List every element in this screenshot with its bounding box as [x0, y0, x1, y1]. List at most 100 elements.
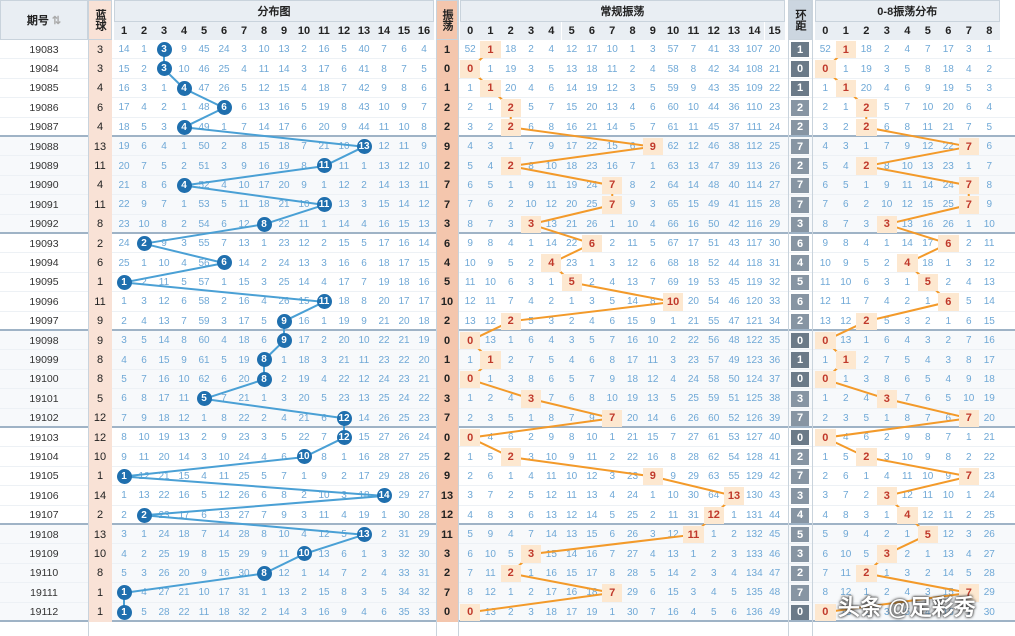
- reg-count: 49: [769, 606, 781, 618]
- reg-hit: 1: [480, 351, 501, 369]
- d08-count: 21: [983, 432, 995, 444]
- blue-ball-value: 12: [88, 408, 112, 428]
- reg-hit: 0: [460, 370, 481, 389]
- sort-arrows-icon[interactable]: ⇅: [51, 14, 62, 27]
- issue-number: 19083: [29, 43, 59, 56]
- blue-ball-value: 10: [88, 447, 112, 467]
- issue-number: 19092: [29, 218, 59, 231]
- issue-number: 19101: [29, 392, 59, 405]
- reg-hit: 11: [683, 526, 704, 544]
- reg-count: 122: [745, 335, 763, 347]
- miss-count: 45: [198, 44, 210, 56]
- issue-number: 19102: [29, 412, 59, 425]
- d08-col-4: 4: [897, 22, 918, 40]
- d08-col-3: 3: [876, 22, 897, 40]
- reg-count: 27: [769, 179, 781, 191]
- reg-col-14: 14: [744, 22, 765, 40]
- issue-number: 19091: [29, 198, 59, 211]
- blue-ball-value: 14: [88, 486, 112, 506]
- issue-number: 19100: [29, 373, 59, 386]
- blue-ball-value: 13: [88, 137, 112, 157]
- reg-col-12: 12: [703, 22, 724, 40]
- ring-distance-value: 6: [791, 294, 809, 310]
- reg-count: 108: [745, 63, 763, 75]
- reg-hit: 0: [460, 332, 481, 350]
- miss-count: 21: [398, 335, 410, 347]
- miss-count: 17: [398, 296, 410, 308]
- amplitude-value: 0: [436, 428, 458, 448]
- reg-count: 40: [769, 432, 781, 444]
- reg-hit: 12: [703, 506, 724, 524]
- reg-hit: 2: [500, 312, 521, 330]
- ring-distance-value: 2: [791, 565, 809, 582]
- amplitude-value: 7: [436, 175, 458, 196]
- amplitude-value: 1: [436, 350, 458, 370]
- blue-ball-marker: 8: [256, 352, 272, 368]
- ring-distance-value: 0: [791, 430, 809, 446]
- reg-count: 37: [769, 373, 781, 385]
- blue-ball-marker: 3: [156, 42, 172, 57]
- reg-hit: 7: [602, 409, 623, 427]
- blue-ball-value: 8: [88, 563, 112, 584]
- reg-count: 115: [746, 199, 763, 211]
- d08-hit: 0: [815, 60, 836, 78]
- issue-header[interactable]: 期号 ⇅: [0, 0, 88, 40]
- reg-hit: 9: [642, 467, 663, 486]
- reg-count: 118: [746, 257, 763, 269]
- d08-hit: 5: [917, 526, 938, 544]
- column-divider: [788, 0, 789, 636]
- d08-hit: 1: [835, 41, 856, 59]
- miss-count: 34: [398, 587, 410, 599]
- amplitude-value: 13: [436, 486, 458, 506]
- blue-ball-value: 1: [88, 602, 112, 622]
- reg-count: 23: [769, 102, 781, 114]
- reg-hit: 3: [520, 215, 542, 233]
- ring-distance-value: 0: [791, 61, 809, 77]
- miss-count: 16: [398, 238, 410, 250]
- blue-ball-value: 11: [88, 195, 112, 215]
- d08-hit: 6: [938, 293, 959, 311]
- d08-count: 1: [986, 44, 993, 56]
- amplitude-value: 12: [436, 505, 458, 525]
- issue-number: 19096: [29, 295, 59, 308]
- issue-number: 19112: [29, 606, 59, 619]
- reg-col-8: 8: [622, 22, 643, 40]
- miss-count: 40: [358, 44, 370, 56]
- distribution-header: 分布图: [114, 0, 434, 22]
- d08-col-6: 6: [938, 22, 959, 40]
- blue-ball-marker: 8: [256, 565, 272, 581]
- issue-number: 19110: [29, 567, 59, 580]
- miss-count: 26: [418, 470, 430, 482]
- column-divider: [812, 0, 813, 636]
- d08-hit: 0: [815, 429, 836, 447]
- reg-hit: 0: [460, 603, 481, 621]
- ring-distance-value: 7: [791, 585, 809, 601]
- miss-count: 13: [278, 44, 290, 56]
- issue-number: 19084: [29, 63, 59, 76]
- reg-count: 120: [745, 296, 763, 308]
- miss-count: 5: [341, 44, 347, 56]
- issue-number: 19107: [29, 509, 59, 522]
- d08-count: 2: [986, 63, 993, 75]
- miss-count: 1: [141, 44, 147, 56]
- d08-count: 3: [986, 82, 993, 94]
- blue-ball-value: 2: [88, 234, 112, 254]
- ring-distance-value: 7: [791, 197, 809, 213]
- amplitude-value: 2: [436, 117, 458, 137]
- blue-ball-value: 9: [88, 331, 112, 351]
- amplitude-value: 11: [436, 525, 458, 545]
- reg-count: 135: [745, 587, 763, 599]
- reg-count: 31: [769, 257, 781, 269]
- reg-col-2: 2: [500, 22, 521, 40]
- reg-col-11: 11: [683, 22, 704, 40]
- miss-count: 33: [398, 567, 410, 579]
- reg-hit: 2: [500, 564, 521, 583]
- reg-hit: 9: [642, 138, 663, 156]
- d08-count: 14: [983, 296, 995, 308]
- miss-count: 20: [398, 315, 410, 327]
- miss-count: 3: [241, 44, 247, 56]
- d08-count: 29: [983, 587, 995, 599]
- issue-number: 19097: [29, 315, 59, 328]
- d08-count: 24: [983, 490, 995, 502]
